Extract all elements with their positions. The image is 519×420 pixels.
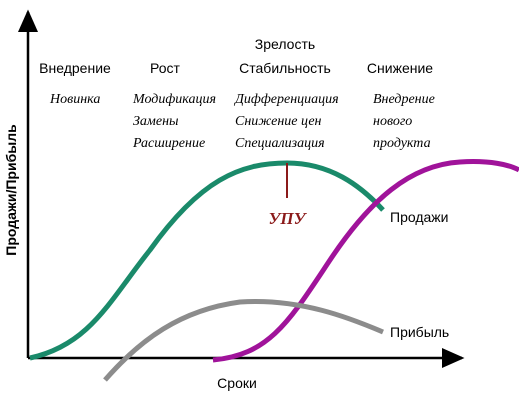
stage-item: продукта (373, 136, 431, 151)
profit-curve (103, 298, 384, 382)
stage-item: Модификация (132, 92, 216, 107)
stage-title: Внедрение (39, 60, 111, 76)
stage-item: Специализация (235, 136, 325, 151)
marker-label: УПУ (269, 209, 308, 228)
curve-label: Продажи (390, 209, 448, 225)
stage-title: Снижение (367, 60, 433, 76)
y-label: Продажи/Прибыль (3, 124, 19, 256)
stage-item: Расширение (132, 136, 205, 151)
stage-item: Дифференциация (233, 92, 339, 107)
stage-item: нового (373, 114, 412, 129)
new-product-curve (212, 159, 519, 363)
curve-label: Прибыль (390, 324, 449, 340)
stage-item: Новинка (49, 92, 100, 107)
stage-title: Зрелость (255, 36, 315, 52)
stage-title: Рост (150, 60, 181, 76)
sales-curve (29, 160, 385, 361)
stage-title: Стабильность (239, 60, 331, 76)
stage-item: Снижение цен (235, 114, 322, 129)
x-label: Сроки (217, 375, 257, 391)
stage-item: Внедрение (373, 92, 435, 107)
stage-item: Замены (133, 114, 179, 129)
